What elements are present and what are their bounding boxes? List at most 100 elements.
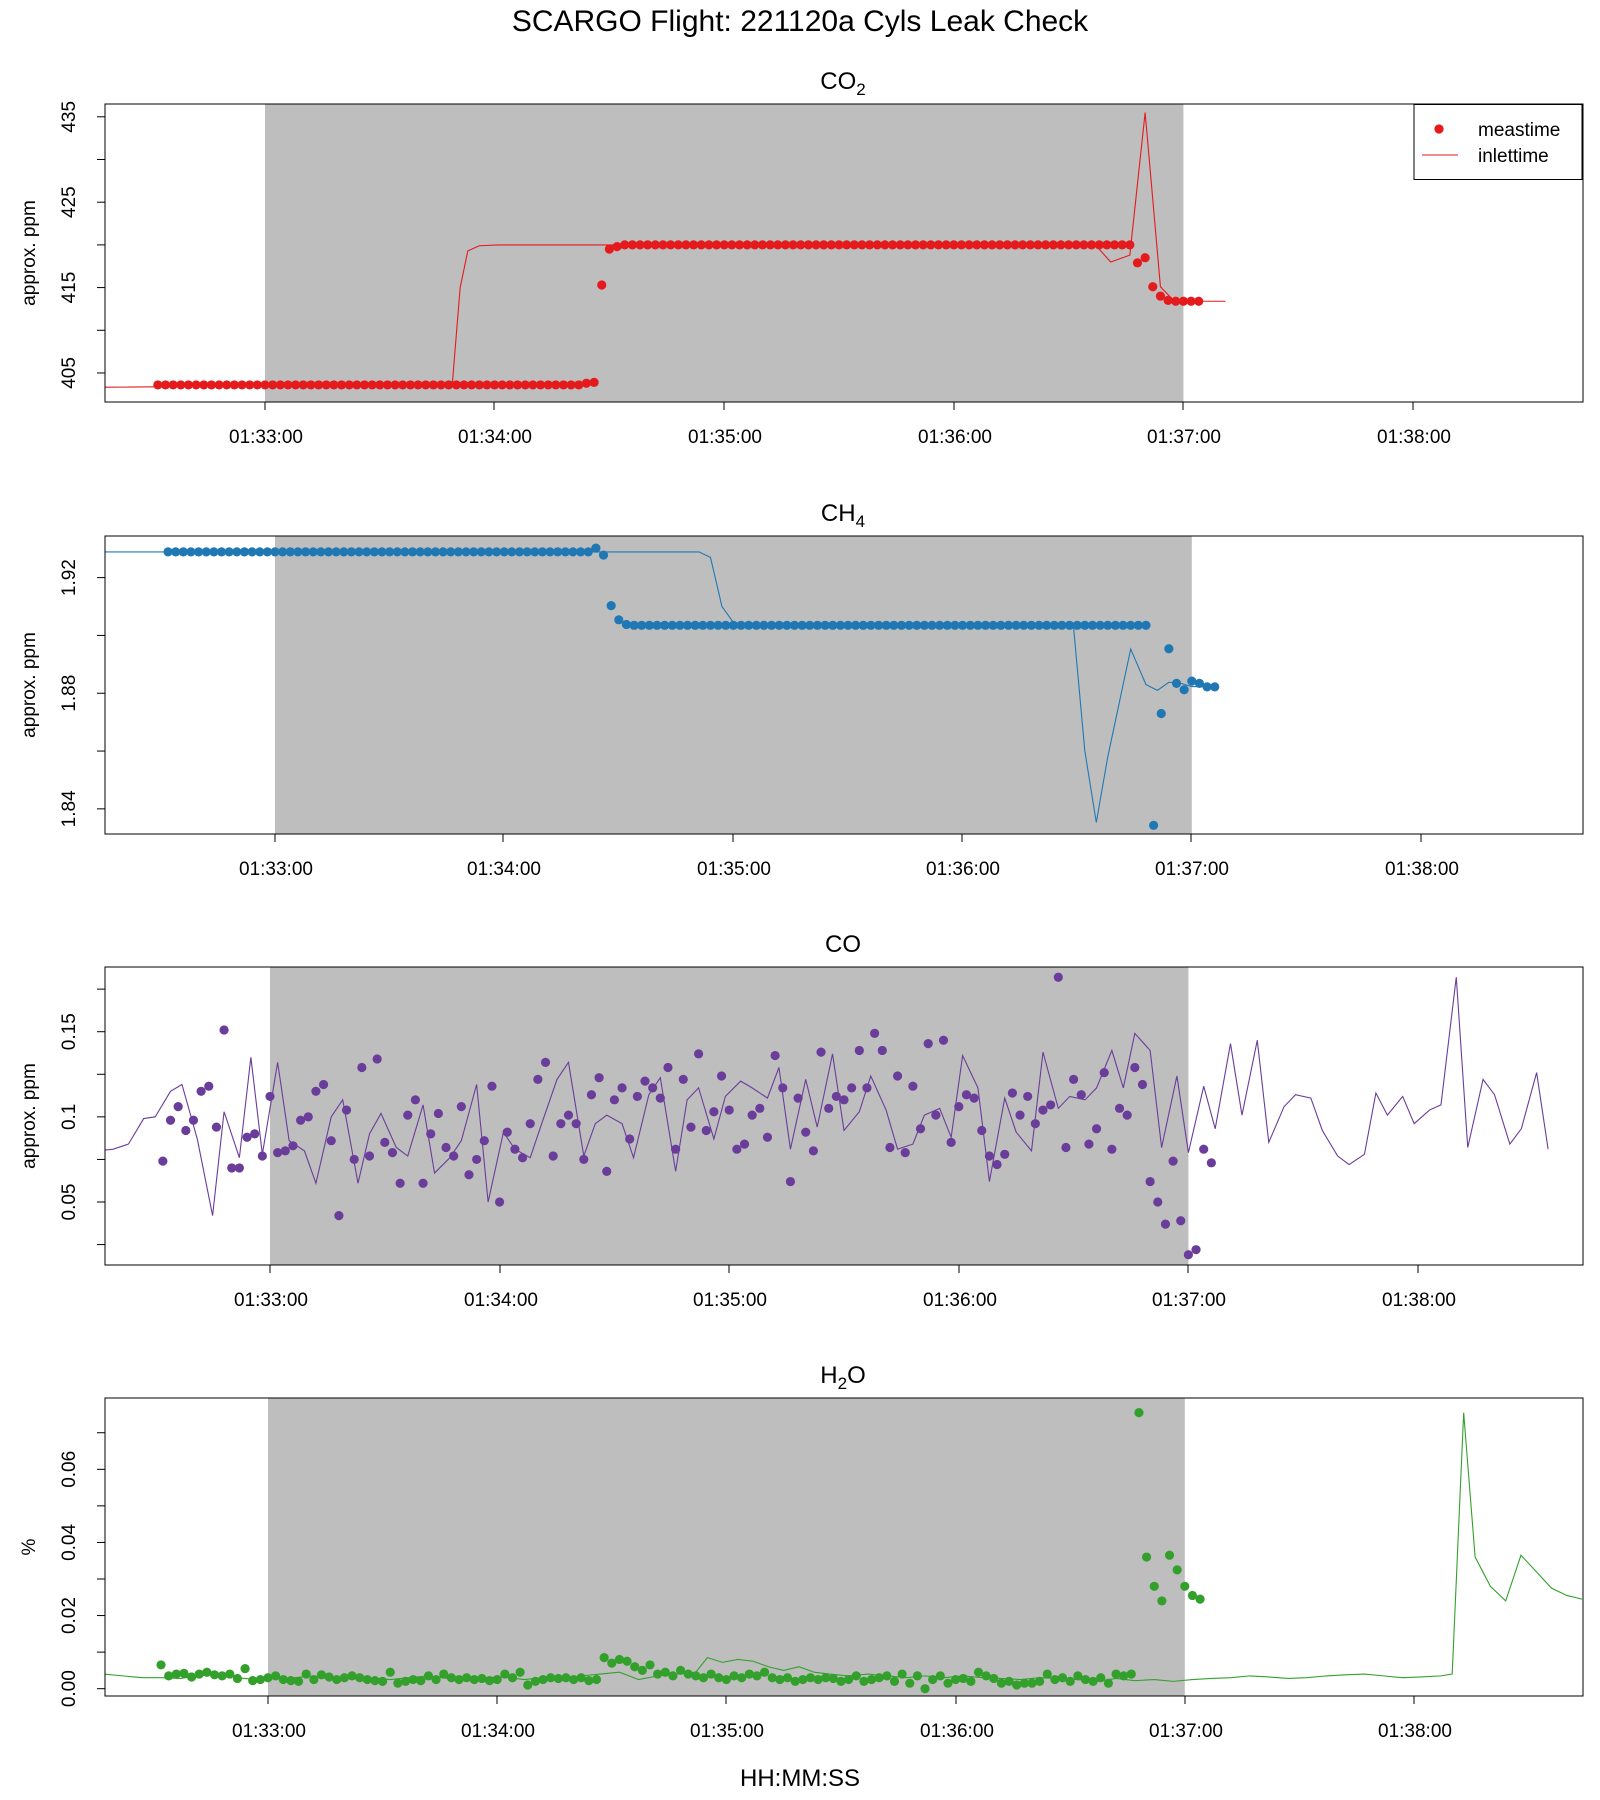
meastime-point bbox=[336, 380, 347, 390]
meastime-point bbox=[1156, 708, 1166, 719]
meastime-point bbox=[843, 620, 853, 630]
meastime-point bbox=[545, 547, 555, 557]
meastime-point bbox=[1118, 620, 1128, 630]
y-tick-label: 0.05 bbox=[59, 1184, 80, 1221]
meastime-point bbox=[444, 380, 454, 390]
meastime-point bbox=[1038, 1105, 1048, 1115]
meastime-point bbox=[1071, 240, 1081, 250]
meastime-point bbox=[1183, 1250, 1193, 1260]
meastime-point bbox=[252, 380, 262, 390]
x-tick-label: 01:34:00 bbox=[458, 427, 532, 448]
meastime-point bbox=[181, 1125, 191, 1136]
meastime-point bbox=[1119, 1671, 1129, 1681]
y-axis-label: approx. ppm bbox=[19, 632, 40, 738]
x-tick-label: 01:38:00 bbox=[1382, 1290, 1456, 1311]
meastime-point bbox=[408, 1674, 418, 1685]
meastime-point bbox=[227, 1163, 237, 1173]
meastime-point bbox=[750, 240, 760, 250]
meastime-point bbox=[1007, 1088, 1017, 1098]
meastime-point bbox=[316, 1670, 327, 1680]
meastime-point bbox=[288, 1141, 298, 1151]
meastime-point bbox=[839, 1095, 849, 1105]
meastime-point bbox=[698, 620, 708, 630]
meastime-point bbox=[309, 1674, 319, 1685]
meastime-point bbox=[273, 1148, 283, 1158]
meastime-point bbox=[204, 1081, 214, 1091]
meastime-point bbox=[1194, 678, 1205, 689]
meastime-point bbox=[1117, 240, 1127, 250]
meastime-point bbox=[987, 240, 997, 250]
meastime-point bbox=[240, 1663, 250, 1674]
meastime-point bbox=[635, 240, 645, 250]
meastime-point bbox=[625, 1134, 635, 1144]
meastime-point bbox=[857, 240, 867, 250]
meastime-point bbox=[416, 1676, 426, 1686]
meastime-point bbox=[920, 1684, 930, 1694]
meastime-point bbox=[194, 547, 204, 557]
meastime-point bbox=[1046, 1100, 1056, 1110]
meastime-point bbox=[245, 380, 255, 390]
meastime-point bbox=[385, 1667, 395, 1677]
y-tick-label: 405 bbox=[59, 357, 80, 389]
meastime-point bbox=[854, 1045, 864, 1056]
meastime-point bbox=[1171, 678, 1182, 689]
meastime-point bbox=[681, 240, 691, 250]
meastime-point bbox=[870, 1028, 880, 1039]
meastime-point bbox=[903, 240, 913, 250]
meastime-point bbox=[199, 380, 209, 390]
x-tick-label: 01:38:00 bbox=[1378, 1721, 1452, 1742]
x-tick-label: 01:37:00 bbox=[1149, 1721, 1223, 1742]
meastime-point bbox=[423, 1671, 434, 1681]
meastime-point bbox=[1034, 620, 1044, 630]
meastime-point bbox=[765, 240, 775, 250]
meastime-point bbox=[691, 1671, 701, 1681]
meastime-point bbox=[344, 380, 354, 390]
meastime-point bbox=[996, 620, 1006, 630]
legend-inlettime-label: inlettime bbox=[1478, 146, 1549, 167]
meastime-point bbox=[535, 380, 546, 390]
meastime-point bbox=[268, 380, 278, 390]
meastime-point bbox=[523, 1680, 533, 1690]
meastime-point bbox=[1111, 1669, 1121, 1679]
x-tick-label: 01:35:00 bbox=[690, 1721, 764, 1742]
meastime-point bbox=[1091, 1124, 1102, 1134]
meastime-point bbox=[734, 240, 745, 250]
meastime-point bbox=[951, 1674, 961, 1685]
meastime-point bbox=[760, 1667, 770, 1677]
meastime-point bbox=[938, 1035, 949, 1045]
meastime-point bbox=[650, 240, 660, 250]
meastime-point bbox=[158, 1156, 168, 1166]
meastime-point bbox=[359, 380, 370, 390]
meastime-point bbox=[378, 1676, 388, 1686]
meastime-point bbox=[372, 1054, 382, 1064]
meastime-point bbox=[660, 620, 670, 630]
meastime-point bbox=[1080, 620, 1090, 630]
meastime-point bbox=[271, 1671, 281, 1681]
meastime-point bbox=[637, 1665, 647, 1676]
meastime-point bbox=[696, 240, 706, 250]
meastime-point bbox=[265, 1091, 275, 1102]
meastime-point bbox=[942, 620, 952, 630]
meastime-point bbox=[1025, 240, 1035, 250]
meastime-point bbox=[1176, 1216, 1186, 1226]
meastime-point bbox=[946, 1137, 956, 1147]
meastime-point bbox=[949, 240, 959, 250]
meastime-point bbox=[188, 1115, 199, 1125]
meastime-point bbox=[362, 547, 372, 557]
meastime-point bbox=[530, 547, 540, 557]
meastime-point bbox=[652, 620, 662, 630]
meastime-point bbox=[1210, 682, 1220, 692]
x-tick-label: 01:34:00 bbox=[464, 1290, 538, 1311]
meastime-point bbox=[1202, 682, 1212, 692]
meastime-point bbox=[1134, 1408, 1144, 1418]
meastime-point bbox=[156, 1660, 166, 1670]
meastime-point bbox=[995, 240, 1005, 250]
meastime-point bbox=[543, 380, 553, 390]
meastime-point bbox=[1065, 1676, 1075, 1686]
meastime-point bbox=[357, 1062, 367, 1073]
meastime-point bbox=[449, 1151, 459, 1161]
meastime-point bbox=[561, 1673, 571, 1683]
meastime-point bbox=[919, 620, 930, 630]
meastime-point bbox=[858, 620, 868, 630]
meastime-point bbox=[767, 620, 777, 630]
